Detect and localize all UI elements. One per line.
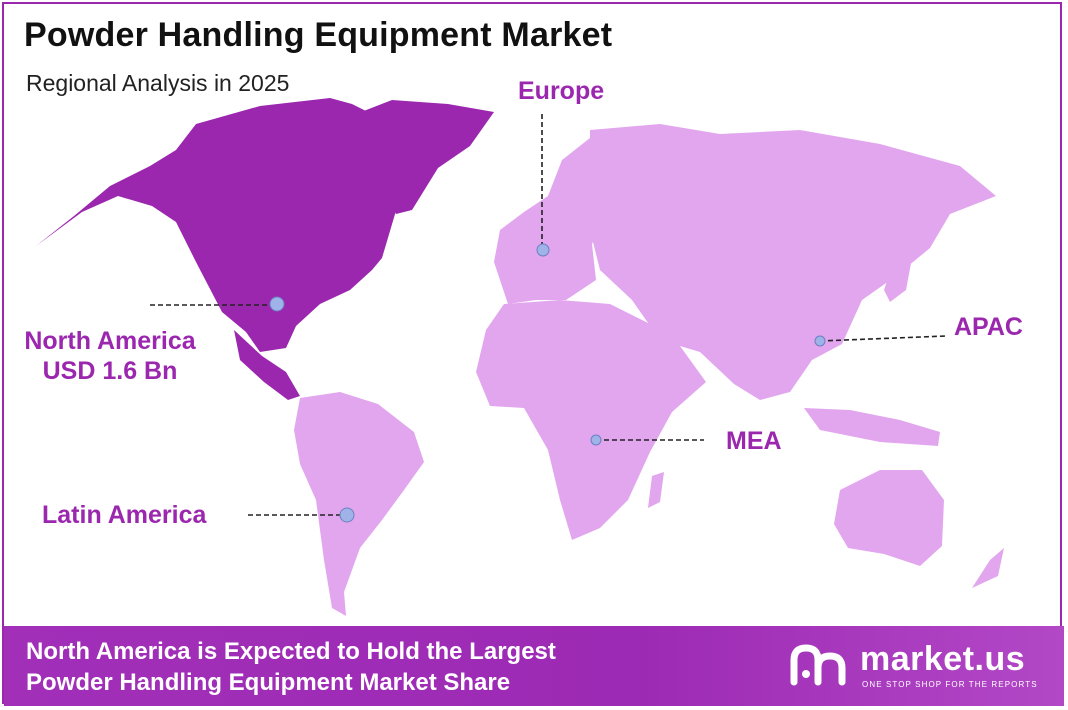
page-subtitle: Regional Analysis in 2025 [26,70,290,96]
footer-line-1: North America is Expected to Hold the La… [26,638,556,665]
region-australia [834,470,944,566]
marker-north-america [269,296,285,312]
marker-europe [536,243,550,257]
brand-tagline: ONE STOP SHOP FOR THE REPORTS [862,680,1038,689]
label-mea: MEA [726,427,782,455]
marker-latin-america [339,507,355,523]
marker-apac [814,335,826,347]
marker-mea [590,434,602,446]
region-mea-madagascar [648,472,664,508]
market-us-logo-icon [790,644,846,686]
label-apac: APAC [954,313,1023,341]
label-europe: Europe [518,77,605,105]
label-north-america-name: North America [24,327,196,355]
region-apac-japan [884,248,912,302]
label-latin-america: Latin America [42,501,207,529]
region-north-america-mexico [234,330,300,400]
leader-apac [819,335,947,342]
footer-text: North America is Expected to Hold the La… [26,636,556,698]
footer-line-2: Powder Handling Equipment Market Share [26,669,511,696]
page-title: Powder Handling Equipment Market [24,16,613,54]
brand-logo-block: market.us ONE STOP SHOP FOR THE REPORTS [790,640,1037,694]
region-latin-america [294,392,424,616]
region-apac-indonesia [804,408,940,446]
label-north-america: North America USD 1.6 Bn [16,326,204,386]
region-mea [476,300,706,540]
label-north-america-value: USD 1.6 Bn [42,357,178,385]
region-apac [590,124,996,400]
footer-banner: North America is Expected to Hold the La… [4,626,1064,706]
brand-name: market.us [860,640,1026,678]
region-north-america [36,98,398,352]
region-new-zealand [972,548,1004,588]
region-greenland [356,100,494,214]
